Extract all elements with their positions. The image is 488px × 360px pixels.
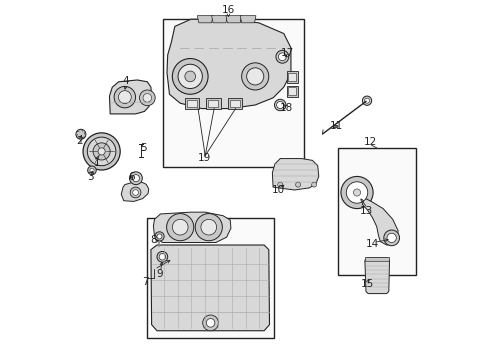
Circle shape bbox=[132, 175, 139, 182]
Text: 4: 4 bbox=[122, 76, 129, 86]
Polygon shape bbox=[364, 258, 389, 294]
Polygon shape bbox=[166, 19, 290, 109]
Circle shape bbox=[184, 71, 195, 82]
Circle shape bbox=[172, 219, 188, 235]
Bar bbox=[227, 98, 242, 109]
Polygon shape bbox=[362, 198, 397, 245]
Circle shape bbox=[157, 251, 167, 262]
Text: 19: 19 bbox=[198, 153, 211, 163]
Text: 17: 17 bbox=[280, 48, 293, 58]
Circle shape bbox=[139, 90, 155, 106]
Circle shape bbox=[364, 98, 369, 103]
Bar bbox=[287, 86, 298, 97]
Text: 3: 3 bbox=[87, 172, 94, 182]
Polygon shape bbox=[121, 181, 148, 202]
Circle shape bbox=[278, 53, 285, 61]
Polygon shape bbox=[153, 212, 230, 243]
Polygon shape bbox=[197, 16, 213, 23]
Text: 16: 16 bbox=[222, 5, 235, 15]
Circle shape bbox=[87, 166, 96, 175]
Circle shape bbox=[83, 133, 120, 170]
Bar bbox=[287, 71, 298, 83]
Circle shape bbox=[241, 63, 268, 90]
Circle shape bbox=[90, 168, 94, 172]
Circle shape bbox=[166, 213, 193, 241]
Polygon shape bbox=[109, 80, 151, 114]
Text: 7: 7 bbox=[142, 277, 148, 287]
Circle shape bbox=[340, 176, 372, 208]
Circle shape bbox=[275, 50, 288, 63]
Bar bbox=[337, 148, 415, 275]
Circle shape bbox=[201, 219, 216, 235]
Circle shape bbox=[143, 94, 151, 102]
Circle shape bbox=[87, 137, 116, 166]
Circle shape bbox=[157, 234, 162, 239]
Bar bbox=[206, 98, 220, 109]
Polygon shape bbox=[272, 158, 318, 190]
Circle shape bbox=[159, 253, 165, 260]
Circle shape bbox=[155, 232, 164, 241]
Text: 12: 12 bbox=[363, 138, 376, 148]
Bar bbox=[229, 100, 240, 108]
Polygon shape bbox=[211, 16, 227, 23]
Circle shape bbox=[277, 182, 282, 187]
Circle shape bbox=[132, 190, 138, 195]
Polygon shape bbox=[151, 245, 269, 331]
Circle shape bbox=[276, 102, 283, 109]
Circle shape bbox=[129, 172, 142, 185]
Circle shape bbox=[76, 129, 86, 139]
Circle shape bbox=[295, 182, 300, 187]
Polygon shape bbox=[240, 16, 255, 23]
Text: 11: 11 bbox=[329, 121, 342, 131]
Circle shape bbox=[383, 230, 399, 246]
Bar bbox=[364, 257, 388, 261]
Circle shape bbox=[274, 99, 285, 111]
Bar bbox=[208, 100, 218, 108]
Text: 18: 18 bbox=[279, 103, 292, 113]
Text: 9: 9 bbox=[156, 269, 163, 279]
Circle shape bbox=[246, 68, 263, 85]
Circle shape bbox=[386, 233, 395, 243]
Text: 8: 8 bbox=[150, 235, 156, 245]
Text: 1: 1 bbox=[94, 158, 101, 168]
Text: 13: 13 bbox=[359, 206, 372, 216]
Text: 2: 2 bbox=[76, 136, 82, 146]
Bar bbox=[147, 218, 274, 338]
Bar bbox=[288, 73, 296, 81]
Circle shape bbox=[195, 213, 222, 241]
Text: 15: 15 bbox=[360, 279, 373, 289]
Circle shape bbox=[130, 187, 141, 198]
Bar bbox=[186, 100, 197, 108]
Bar bbox=[288, 87, 296, 95]
Bar bbox=[184, 98, 199, 109]
Circle shape bbox=[98, 148, 105, 155]
Circle shape bbox=[178, 64, 202, 89]
Circle shape bbox=[114, 86, 135, 108]
Text: 10: 10 bbox=[272, 185, 285, 195]
Circle shape bbox=[203, 315, 218, 331]
Circle shape bbox=[172, 59, 207, 94]
Bar bbox=[163, 19, 304, 167]
Circle shape bbox=[118, 91, 131, 104]
Circle shape bbox=[206, 319, 214, 327]
Circle shape bbox=[346, 182, 367, 203]
Polygon shape bbox=[225, 16, 241, 23]
Text: 14: 14 bbox=[365, 239, 378, 249]
Text: 5: 5 bbox=[140, 143, 147, 153]
Circle shape bbox=[311, 182, 316, 187]
Circle shape bbox=[353, 189, 360, 196]
Circle shape bbox=[93, 143, 110, 160]
Circle shape bbox=[362, 96, 371, 105]
Text: 6: 6 bbox=[128, 172, 134, 182]
